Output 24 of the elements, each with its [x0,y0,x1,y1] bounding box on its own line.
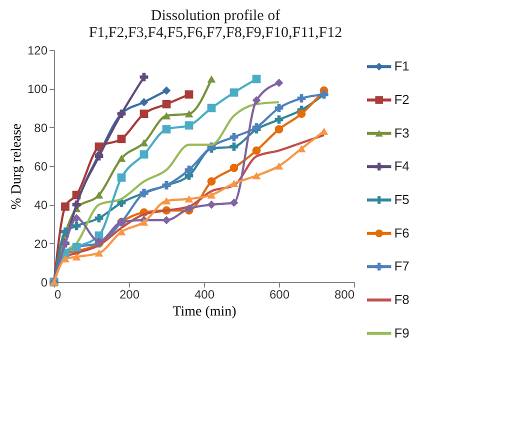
legend-label: F1 [394,58,410,74]
x-tick-label: 800 [334,288,355,302]
x-tick-label: 200 [119,288,140,302]
legend-label: F2 [394,92,410,107]
x-tick-label: 0 [54,288,62,302]
chart-title: Dissolution profile of F1,F2,F3,F4,F5,F6,F7,F8,F9,F10,F11,F12 [88,8,342,41]
y-tick-label: 120 [27,44,48,58]
y-tick-label: 100 [27,82,48,96]
y-tick-label: 40 [34,198,48,212]
x-tick-label: 600 [269,288,290,302]
legend-label: F3 [394,125,410,140]
x-tick-label: 400 [194,288,215,302]
y-tick-label: 20 [34,236,48,251]
x-axis-title: Time (min) [172,304,237,320]
y-tick-label: 60 [34,160,48,174]
legend-label: F9 [394,325,410,340]
y-axis-title: % Durg release [9,123,24,210]
legend-label: F7 [394,258,410,274]
legend-label: F4 [394,158,410,174]
legend-label: F5 [394,192,410,207]
y-tick-label: 0 [40,276,48,290]
legend-label: F8 [394,292,410,307]
legend-label: F6 [394,225,410,240]
y-tick-label: 80 [34,120,48,135]
